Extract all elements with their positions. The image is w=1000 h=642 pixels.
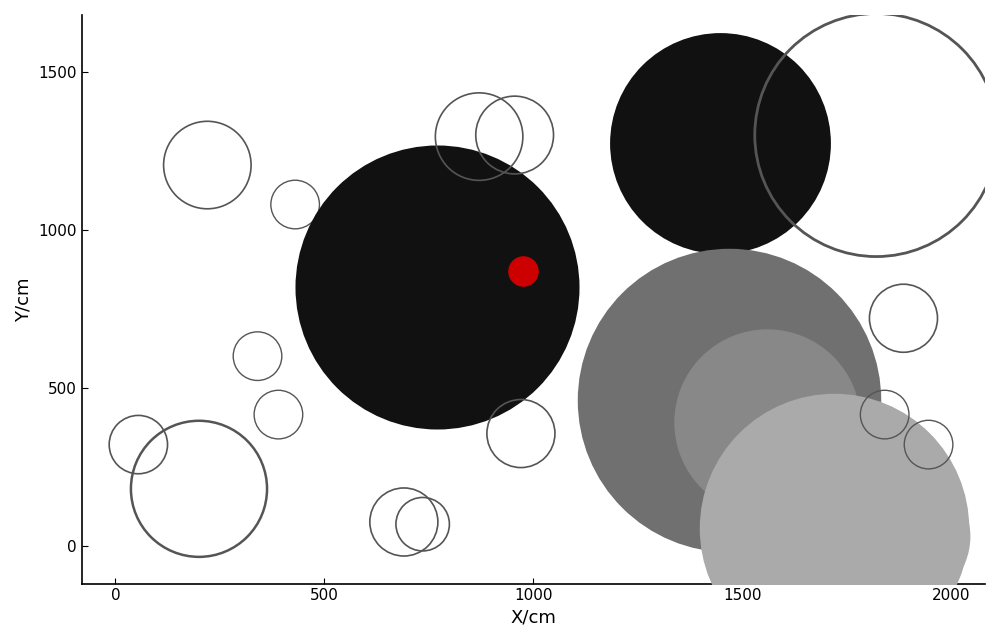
Point [678, 193, 694, 204]
Y-axis label: Y/cm: Y/cm [15, 277, 33, 322]
Point [287, 200, 303, 210]
Point [921, 440, 937, 450]
Point [429, 282, 445, 292]
Point [270, 410, 286, 420]
Point [721, 395, 737, 406]
X-axis label: X/cm: X/cm [511, 609, 556, 627]
Point [396, 517, 412, 527]
Point [465, 334, 481, 344]
Point [199, 160, 215, 170]
Point [250, 351, 266, 361]
Point [130, 440, 146, 450]
Point [507, 130, 523, 140]
Point [712, 138, 728, 148]
Point [895, 313, 911, 324]
Point [661, 209, 677, 220]
Point [759, 417, 775, 428]
Point [459, 264, 475, 274]
Point [415, 519, 431, 530]
Point [672, 446, 688, 456]
Point [758, 494, 774, 504]
Point [471, 132, 487, 142]
Point [515, 266, 531, 276]
Point [868, 130, 884, 140]
Point [826, 523, 842, 534]
Point [381, 337, 397, 347]
Point [513, 428, 529, 438]
Point [392, 337, 408, 347]
Point [877, 410, 893, 420]
Point [191, 483, 207, 494]
Point [893, 530, 909, 541]
